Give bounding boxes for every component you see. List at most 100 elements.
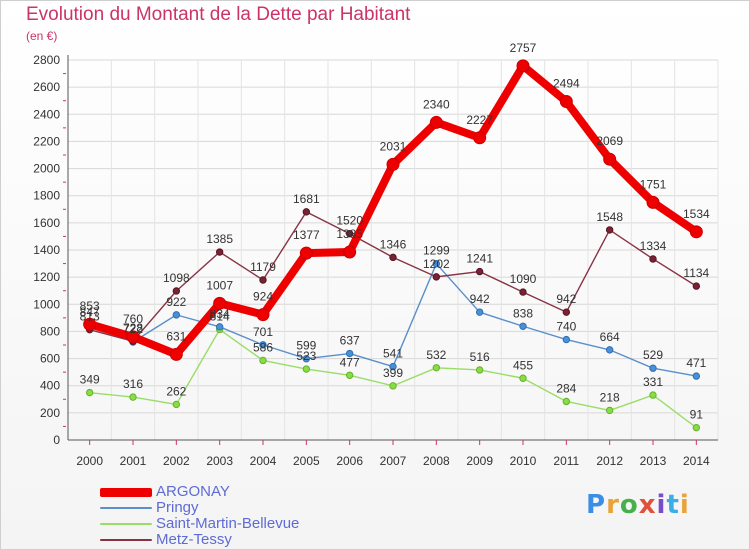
data-label-saint-martin-bellevue: 316 (123, 377, 143, 391)
y-tick-label: 2000 (33, 162, 60, 176)
data-label-argonay: 631 (166, 329, 186, 343)
data-label-pringy: 834 (210, 307, 230, 321)
y-tick-label: 800 (40, 324, 60, 338)
x-tick-label: 2005 (293, 454, 320, 468)
data-label-argonay: 1007 (206, 278, 233, 292)
y-tick-label: 1200 (33, 270, 60, 284)
data-label-pringy: 471 (686, 356, 706, 370)
data-label-metz-tessy: 942 (556, 292, 576, 306)
x-axis: 2000 2001 2002 2003 2004 2005 2006 2007 2008 2009… (68, 439, 718, 468)
data-point-metz-tessy (215, 248, 224, 256)
data-label-argonay: 853 (80, 299, 100, 313)
data-point-saint-martin-bellevue (562, 397, 571, 406)
data-point-pringy (172, 311, 181, 319)
y-tick-label: 600 (40, 352, 60, 366)
data-point-pringy (389, 362, 397, 371)
data-label-pringy: 740 (556, 320, 576, 334)
data-label-pringy: 942 (470, 292, 490, 306)
legend-swatch-saint-martin-bellevue (100, 523, 152, 525)
data-point-argonay (213, 296, 227, 310)
data-point-metz-tessy (562, 308, 571, 316)
data-label-argonay: 2340 (423, 97, 450, 111)
data-label-argonay: 924 (253, 290, 273, 304)
data-label-saint-martin-bellevue: 516 (470, 350, 490, 364)
legend-label-pringy: Pringy (156, 499, 199, 516)
data-point-saint-martin-bellevue (475, 366, 484, 374)
data-point-pringy (649, 364, 657, 372)
data-point-argonay (169, 347, 183, 361)
data-label-metz-tessy: 1681 (293, 192, 320, 206)
data-label-metz-tessy: 1134 (683, 266, 709, 280)
data-label-pringy: 541 (383, 347, 403, 361)
data-label-argonay: 2757 (510, 41, 537, 55)
data-point-metz-tessy (172, 287, 181, 295)
data-label-pringy: 838 (513, 306, 533, 320)
data-label-saint-martin-bellevue: 331 (643, 375, 663, 389)
logo-letter: i (656, 490, 667, 520)
data-point-argonay (83, 317, 97, 331)
data-point-metz-tessy (389, 253, 397, 262)
data-point-pringy (475, 308, 484, 316)
legend-label-metz-tessy: Metz-Tessy (156, 531, 232, 548)
data-label-saint-martin-bellevue: 349 (80, 373, 100, 387)
x-tick-label: 2011 (553, 454, 579, 468)
data-labels-layer: 349 316 262 814 586 523 477 399 532 516 455 284 218 3… (80, 41, 710, 422)
data-point-argonay (603, 152, 617, 166)
data-label-argonay: 2069 (596, 134, 623, 148)
data-point-metz-tessy (432, 273, 441, 281)
data-label-argonay: 1377 (293, 228, 320, 242)
data-point-pringy (302, 355, 311, 363)
data-label-pringy: 847 (80, 305, 100, 319)
data-label-metz-tessy: 1098 (163, 271, 190, 285)
data-point-saint-martin-bellevue (85, 388, 94, 397)
data-label-pringy: 722 (123, 322, 143, 336)
data-label-pringy: 529 (643, 348, 663, 362)
data-label-metz-tessy: 1520 (336, 214, 363, 228)
data-point-argonay (516, 59, 530, 73)
x-tick-label: 2003 (206, 454, 233, 468)
legend-label-argonay: ARGONAY (156, 483, 230, 500)
data-point-argonay (343, 245, 357, 259)
data-point-saint-martin-bellevue (345, 371, 354, 379)
data-point-argonay (126, 330, 140, 344)
y-tick-label: 1000 (33, 297, 60, 311)
data-point-argonay (689, 225, 703, 239)
data-point-argonay (429, 115, 443, 129)
data-point-pringy (215, 323, 224, 331)
data-label-argonay: 2227 (466, 113, 493, 127)
data-label-pringy: 922 (166, 295, 186, 309)
x-tick-label: 2012 (596, 454, 623, 468)
data-point-saint-martin-bellevue (302, 365, 311, 373)
logo-letter: x (638, 490, 657, 520)
data-label-pringy: 701 (253, 325, 273, 339)
data-point-pringy (605, 346, 614, 354)
y-tick-label: 1400 (33, 243, 60, 257)
data-label-saint-martin-bellevue: 262 (166, 384, 186, 398)
data-point-saint-martin-bellevue (692, 423, 701, 432)
data-point-metz-tessy (345, 230, 354, 238)
data-point-argonay (473, 131, 487, 145)
y-axis: 0 200 400 600 800 1000 1200 1400 1600 1800 2000 220… (33, 53, 69, 447)
data-point-pringy (519, 322, 527, 330)
data-label-metz-tessy: 1548 (596, 210, 623, 224)
x-tick-label: 2004 (250, 454, 277, 468)
y-tick-label: 1800 (33, 189, 60, 203)
y-tick-label: 200 (40, 406, 60, 420)
data-point-saint-martin-bellevue (432, 364, 441, 372)
y-tick-label: 400 (40, 379, 60, 393)
data-point-argonay (299, 246, 313, 260)
data-point-metz-tessy (259, 276, 267, 284)
x-tick-label: 2006 (336, 454, 363, 468)
x-tick-label: 2002 (163, 454, 190, 468)
logo-letter: r (606, 490, 620, 520)
x-tick-label: 2001 (120, 454, 147, 468)
data-point-saint-martin-bellevue (129, 393, 137, 401)
legend-label-saint-martin-bellevue: Saint-Martin-Bellevue (156, 515, 300, 532)
logo-letter: t (666, 490, 680, 520)
data-label-saint-martin-bellevue: 814 (210, 310, 230, 324)
data-label-argonay: 2031 (380, 139, 407, 153)
data-point-metz-tessy (475, 267, 484, 276)
y-tick-label: 2400 (33, 107, 60, 121)
